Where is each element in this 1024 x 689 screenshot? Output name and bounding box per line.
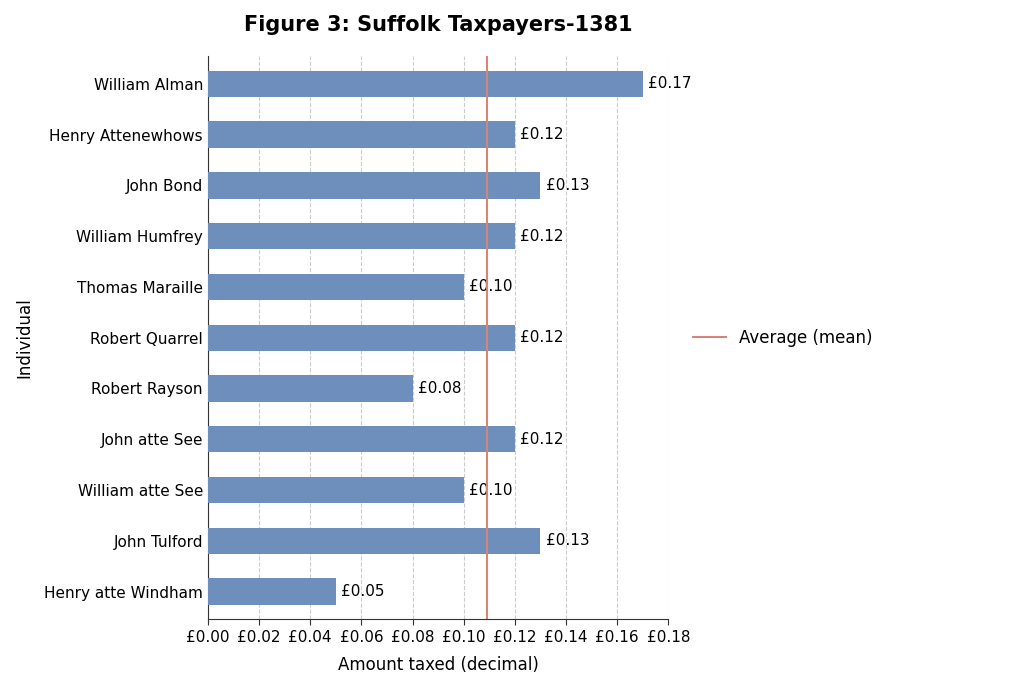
Text: £0.12: £0.12 bbox=[520, 229, 563, 244]
Bar bbox=[208, 426, 515, 453]
Bar bbox=[208, 376, 413, 402]
Text: £0.17: £0.17 bbox=[648, 76, 691, 92]
Text: £0.12: £0.12 bbox=[520, 432, 563, 446]
Text: £0.08: £0.08 bbox=[418, 381, 461, 396]
Bar bbox=[208, 578, 336, 605]
Bar bbox=[208, 528, 541, 554]
Text: £0.10: £0.10 bbox=[469, 280, 512, 294]
Bar bbox=[208, 274, 464, 300]
Bar bbox=[208, 121, 515, 148]
Text: £0.12: £0.12 bbox=[520, 330, 563, 345]
Text: £0.13: £0.13 bbox=[546, 178, 589, 193]
Bar bbox=[208, 71, 643, 97]
Bar bbox=[208, 325, 515, 351]
Text: £0.10: £0.10 bbox=[469, 482, 512, 497]
Legend: Average (mean): Average (mean) bbox=[686, 322, 880, 353]
X-axis label: Amount taxed (decimal): Amount taxed (decimal) bbox=[338, 656, 539, 674]
Bar bbox=[208, 477, 464, 503]
Text: £0.13: £0.13 bbox=[546, 533, 589, 548]
Title: Figure 3: Suffolk Taxpayers-1381: Figure 3: Suffolk Taxpayers-1381 bbox=[244, 15, 633, 35]
Text: £0.12: £0.12 bbox=[520, 127, 563, 142]
Bar bbox=[208, 223, 515, 249]
Y-axis label: Individual: Individual bbox=[15, 298, 33, 378]
Text: £0.05: £0.05 bbox=[341, 584, 384, 599]
Bar bbox=[208, 172, 541, 198]
